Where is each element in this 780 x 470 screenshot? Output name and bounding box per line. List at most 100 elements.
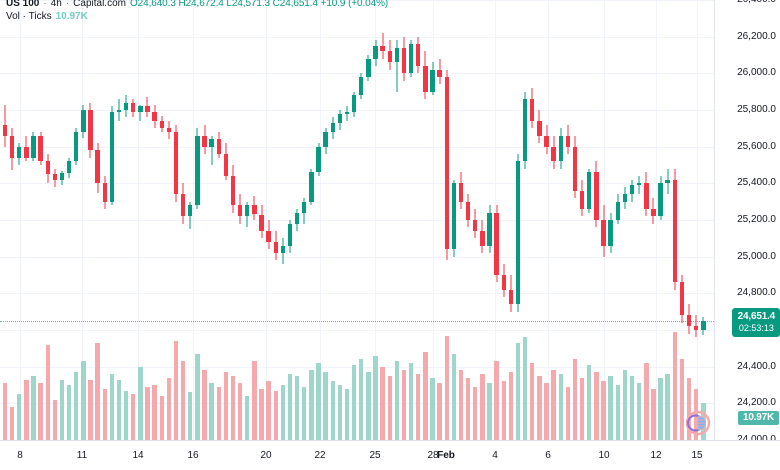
volume-bar[interactable]	[280, 385, 286, 440]
volume-bar[interactable]	[202, 369, 207, 440]
candlestick-bar[interactable]	[658, 0, 663, 440]
candlestick-bar[interactable]	[302, 0, 307, 440]
candlestick-bar[interactable]	[66, 0, 72, 440]
volume-bar[interactable]	[494, 360, 499, 440]
volume-bar[interactable]	[359, 358, 364, 440]
candlestick-bar[interactable]	[237, 0, 243, 440]
candlestick-bar[interactable]	[494, 0, 499, 440]
volume-bar[interactable]	[458, 369, 464, 440]
candlestick-bar[interactable]	[259, 0, 264, 440]
volume-bar[interactable]	[66, 385, 72, 440]
candlestick-bar[interactable]	[394, 0, 400, 440]
volume-bar[interactable]	[601, 380, 606, 440]
candlestick-bar[interactable]	[245, 0, 250, 440]
volume-bar[interactable]	[622, 369, 628, 440]
volume-bar[interactable]	[52, 400, 58, 440]
volume-bar[interactable]	[88, 379, 93, 440]
volume-bar[interactable]	[515, 343, 521, 440]
candlestick-bar[interactable]	[423, 0, 428, 440]
volume-bar[interactable]	[123, 390, 129, 440]
candlestick-bar[interactable]	[116, 0, 122, 440]
volume-bar[interactable]	[501, 380, 506, 440]
volume-bar[interactable]	[651, 389, 656, 440]
volume-bar[interactable]	[195, 354, 200, 440]
candlestick-bar[interactable]	[579, 0, 585, 440]
candlestick-bar[interactable]	[480, 0, 485, 440]
legend-symbol[interactable]: US 100	[6, 0, 40, 9]
candlestick-bar[interactable]	[309, 0, 314, 440]
volume-bar[interactable]	[252, 360, 257, 440]
volume-bar[interactable]	[544, 382, 549, 440]
candlestick-bar[interactable]	[530, 0, 535, 440]
candlestick-bar[interactable]	[159, 0, 164, 440]
volume-bar[interactable]	[387, 376, 392, 440]
volume-bar[interactable]	[465, 378, 471, 440]
candlestick-bar[interactable]	[701, 0, 706, 440]
candlestick-bar[interactable]	[59, 0, 65, 440]
volume-bar[interactable]	[223, 371, 229, 440]
volume-bar[interactable]	[95, 343, 100, 440]
volume-bar[interactable]	[2, 382, 8, 440]
candlestick-bar[interactable]	[209, 0, 214, 440]
candlestick-bar[interactable]	[88, 0, 93, 440]
volume-bar[interactable]	[209, 382, 214, 440]
price-axis[interactable]: 24,000.0 24,200.0 24,400.0 24,800.0 25,000.0…	[714, 0, 780, 445]
candlestick-bar[interactable]	[9, 0, 15, 440]
candlestick-bar[interactable]	[252, 0, 257, 440]
legend-interval[interactable]: 4h	[50, 0, 62, 9]
candlestick-bar[interactable]	[608, 0, 613, 440]
candlestick-bar[interactable]	[587, 0, 592, 440]
candlestick-bar[interactable]	[487, 0, 492, 440]
chart-legend[interactable]: US 100 · 4h · Capital.com O24,640.3 H24,…	[6, 0, 388, 22]
candlestick-bar[interactable]	[594, 0, 599, 440]
candlestick-bar[interactable]	[337, 0, 343, 440]
candlestick-bar[interactable]	[330, 0, 335, 440]
candlestick-bar[interactable]	[195, 0, 200, 440]
volume-bar[interactable]	[173, 341, 179, 440]
candlestick-bar[interactable]	[644, 0, 649, 440]
candlestick-bar[interactable]	[216, 0, 221, 440]
volume-bar[interactable]	[152, 385, 157, 440]
volume-bar[interactable]	[451, 354, 457, 440]
volume-bar[interactable]	[594, 371, 599, 440]
volume-bar[interactable]	[401, 369, 407, 440]
volume-bar[interactable]	[423, 352, 428, 440]
volume-bar[interactable]	[109, 374, 115, 440]
candlestick-bar[interactable]	[672, 0, 677, 440]
volume-bar[interactable]	[522, 336, 528, 440]
candlestick-bar[interactable]	[109, 0, 115, 440]
volume-bar[interactable]	[323, 371, 328, 440]
candlestick-bar[interactable]	[17, 0, 22, 440]
volume-bar[interactable]	[480, 374, 485, 440]
candlestick-bar[interactable]	[102, 0, 107, 440]
volume-bar[interactable]	[309, 369, 314, 440]
candlestick-bar[interactable]	[565, 0, 571, 440]
candlestick-bar[interactable]	[686, 0, 692, 440]
candlestick-bar[interactable]	[522, 0, 528, 440]
candlestick-bar[interactable]	[2, 0, 8, 440]
candlestick-bar[interactable]	[458, 0, 464, 440]
candlestick-bar[interactable]	[387, 0, 392, 440]
volume-bar[interactable]	[351, 365, 357, 440]
volume-bar[interactable]	[38, 382, 43, 440]
volume-bar[interactable]	[237, 382, 243, 440]
candlestick-bar[interactable]	[45, 0, 50, 440]
candlestick-bar[interactable]	[74, 0, 79, 440]
volume-bar[interactable]	[74, 371, 79, 440]
candlestick-bar[interactable]	[465, 0, 471, 440]
volume-bar[interactable]	[266, 380, 271, 440]
candlestick-bar[interactable]	[280, 0, 286, 440]
volume-bar[interactable]	[537, 376, 542, 440]
volume-badge[interactable]: 10.97K	[737, 411, 779, 425]
legend-volume-label[interactable]: Vol · Ticks	[6, 11, 52, 22]
candlestick-bar[interactable]	[622, 0, 628, 440]
volume-bar[interactable]	[565, 387, 571, 440]
candlestick-bar[interactable]	[551, 0, 556, 440]
candlestick-bar[interactable]	[38, 0, 43, 440]
volume-bar[interactable]	[81, 360, 86, 440]
volume-bar[interactable]	[644, 363, 649, 440]
candlestick-bar[interactable]	[572, 0, 578, 440]
volume-bar[interactable]	[408, 363, 414, 440]
candlestick-bar[interactable]	[152, 0, 157, 440]
